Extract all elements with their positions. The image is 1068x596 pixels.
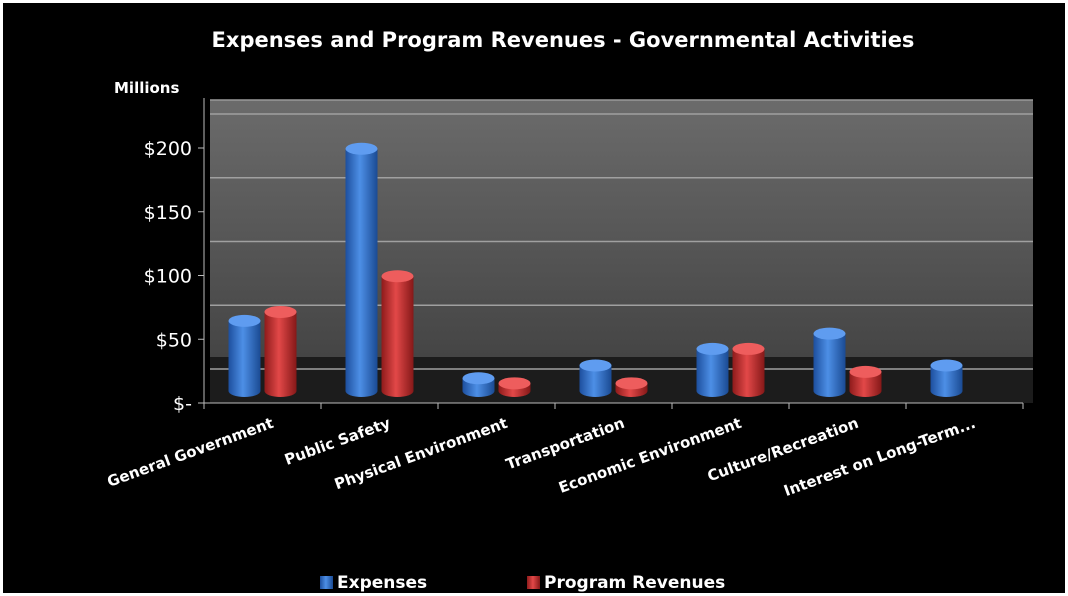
y-axis: $- $50 $100 $150 $200 (144, 98, 205, 415)
chart-title: Expenses and Program Revenues - Governme… (212, 28, 915, 52)
bar-program-revenues (381, 270, 414, 397)
y-tick-label: $200 (144, 138, 192, 160)
bar-expenses (462, 372, 495, 397)
bar-expenses (345, 142, 378, 397)
bar-program-revenues (849, 365, 882, 397)
category-labels: General Government Public SafetyPhysical … (105, 414, 978, 500)
bar-expenses (813, 327, 846, 397)
legend-swatch (527, 576, 540, 589)
bar-expenses (228, 314, 261, 397)
legend-label: Expenses (337, 573, 427, 593)
bar-program-revenues (615, 377, 648, 397)
legend-item-program-revenues: Program Revenues (527, 573, 725, 593)
bar-expenses (696, 342, 729, 397)
bar-program-revenues (498, 377, 531, 397)
y-tick-label: $- (173, 393, 192, 415)
bar-expenses (579, 359, 612, 397)
y-tick-label: $50 (156, 329, 192, 351)
y-tick-label: $100 (144, 266, 192, 288)
bars (228, 142, 963, 397)
plot-area (210, 100, 1033, 403)
legend-swatch (320, 576, 333, 589)
legend-label: Program Revenues (544, 573, 725, 593)
category-label: Interest on Long-Term... (781, 414, 977, 500)
bar-program-revenues (264, 305, 297, 397)
bar-expenses (930, 359, 963, 397)
legend: Expenses Program Revenues (320, 573, 725, 593)
y-tick-label: $150 (144, 202, 192, 224)
y-axis-unit-label: Millions (114, 79, 179, 97)
legend-item-expenses: Expenses (320, 573, 427, 593)
bar-program-revenues (732, 342, 765, 397)
chart: Expenses and Program Revenues - Governme… (105, 28, 1033, 593)
category-label: General Government (105, 414, 276, 491)
x-axis (203, 402, 1024, 409)
